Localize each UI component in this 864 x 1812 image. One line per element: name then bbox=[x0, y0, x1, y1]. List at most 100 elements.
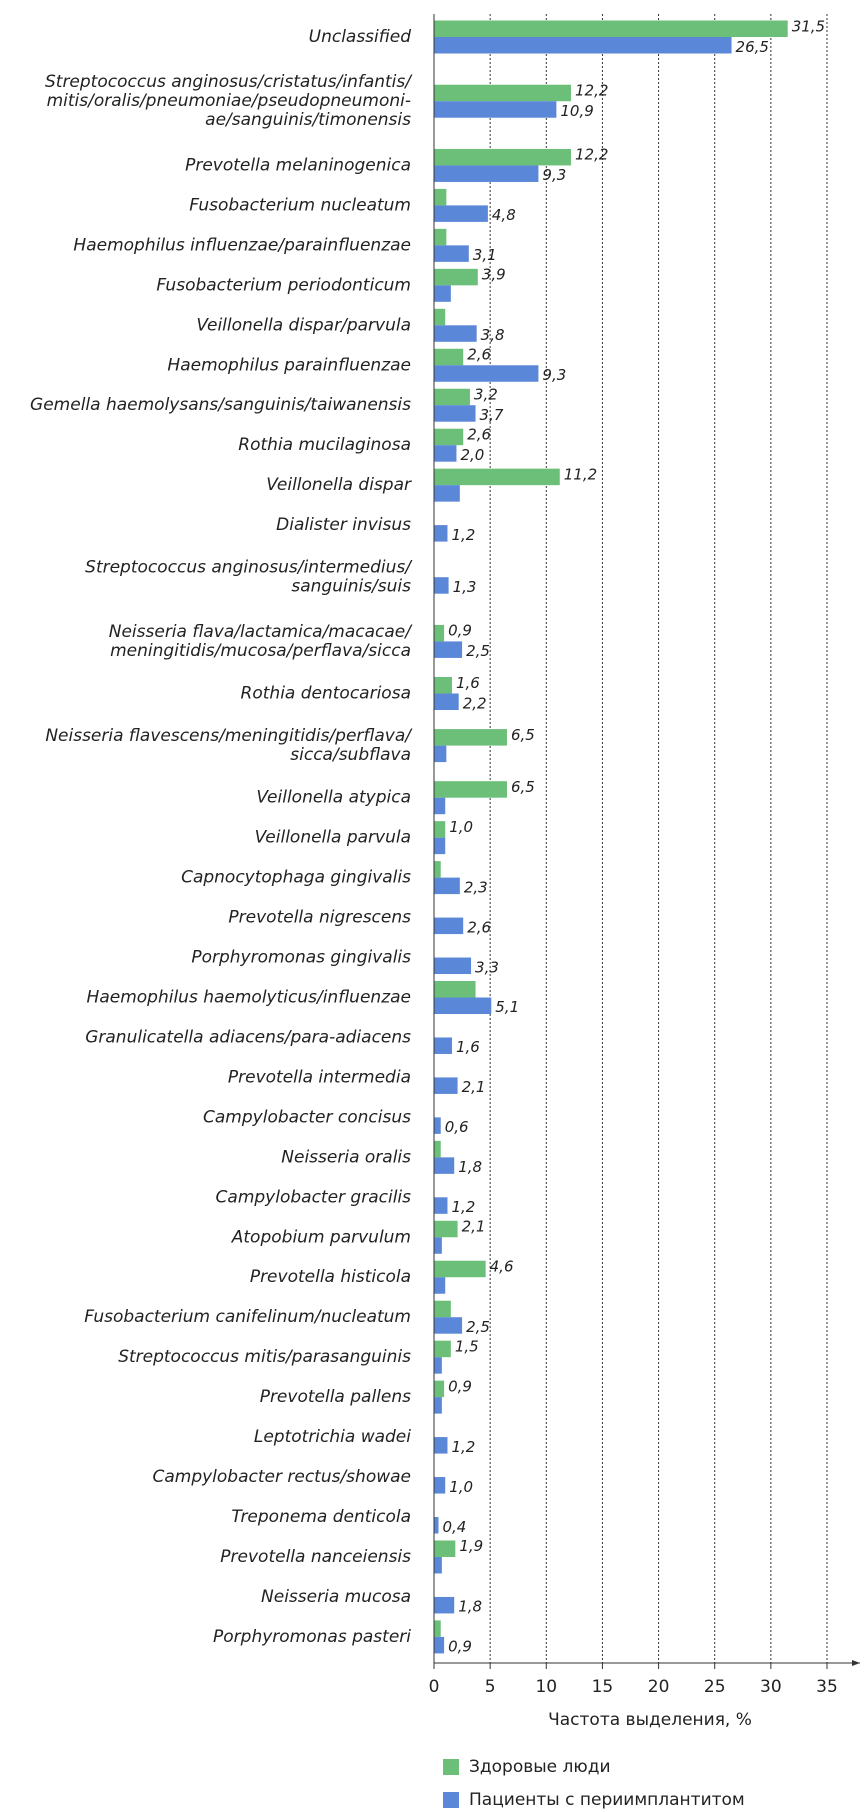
value-label: 3,3 bbox=[475, 958, 499, 976]
bar bbox=[434, 365, 539, 382]
bar bbox=[434, 917, 464, 935]
bar bbox=[434, 693, 459, 711]
category-label: sanguinis/suis bbox=[291, 577, 411, 597]
value-label: 2,1 bbox=[462, 1078, 486, 1096]
category-label: Porphyromonas pasteri bbox=[213, 1627, 411, 1647]
bar bbox=[434, 1340, 451, 1358]
category-label: Prevotella melaninogenica bbox=[185, 155, 411, 175]
bar bbox=[434, 861, 441, 878]
category-label: Campylobacter concisus bbox=[203, 1107, 411, 1127]
value-label: 3,7 bbox=[480, 406, 504, 424]
bar bbox=[434, 405, 476, 422]
bar bbox=[434, 1437, 448, 1454]
bar bbox=[434, 1620, 441, 1637]
bar bbox=[434, 1260, 486, 1278]
value-label: 6,5 bbox=[511, 778, 535, 796]
bar bbox=[434, 1317, 463, 1334]
bar bbox=[434, 148, 571, 166]
bar bbox=[434, 1077, 458, 1094]
bar bbox=[434, 20, 788, 37]
bar bbox=[434, 37, 732, 54]
category-label: meningitidis/mucosa/perflava/sicca bbox=[110, 641, 411, 661]
value-label: 2,1 bbox=[462, 1218, 486, 1236]
value-label: 0,9 bbox=[448, 622, 472, 640]
category-label: Fusobacterium canifelinum/nucleatum bbox=[84, 1307, 411, 1327]
x-tick-label: 25 bbox=[704, 1677, 726, 1697]
bar bbox=[434, 1540, 456, 1557]
bar bbox=[434, 837, 446, 855]
bar bbox=[434, 577, 449, 594]
bar bbox=[434, 308, 446, 326]
bar bbox=[434, 1157, 455, 1174]
x-tick-label: 15 bbox=[592, 1677, 614, 1697]
bar bbox=[434, 165, 539, 182]
value-label: 2,3 bbox=[464, 878, 488, 896]
value-label: 12,2 bbox=[575, 146, 608, 164]
value-label: 1,2 bbox=[451, 526, 475, 544]
category-label: Leptotrichia wadei bbox=[254, 1427, 411, 1447]
value-label: 2,6 bbox=[467, 425, 491, 443]
legend-label: Здоровые люди bbox=[469, 1757, 611, 1777]
category-label: Rothia mucilaginosa bbox=[238, 435, 411, 455]
category-label: Rothia dentocariosa bbox=[241, 684, 411, 704]
bar bbox=[434, 325, 477, 342]
legend-swatch bbox=[443, 1759, 459, 1775]
x-tick-label: 5 bbox=[485, 1677, 496, 1697]
category-label: Fusobacterium nucleatum bbox=[189, 195, 411, 215]
category-label: Prevotella pallens bbox=[260, 1387, 411, 1407]
bar bbox=[434, 957, 472, 975]
bar bbox=[434, 1117, 441, 1134]
bar bbox=[434, 101, 557, 118]
category-label: Streptococcus anginosus/intermedius/ bbox=[85, 558, 413, 578]
category-label: Haemophilus parainfluenzae bbox=[167, 355, 411, 375]
value-label: 0,4 bbox=[442, 1518, 466, 1536]
value-label: 3,8 bbox=[481, 326, 505, 344]
category-label: Granulicatella adiacens/para-adiacens bbox=[85, 1027, 411, 1047]
value-label: 1,0 bbox=[449, 818, 473, 836]
bar bbox=[434, 245, 469, 262]
value-label: 11,2 bbox=[564, 465, 597, 483]
value-label: 0,9 bbox=[448, 1638, 472, 1656]
category-label: Prevotella nigrescens bbox=[228, 908, 411, 928]
category-label: ae/sanguinis/timonensis bbox=[205, 110, 411, 130]
value-label: 1,3 bbox=[453, 578, 477, 596]
value-label: 9,3 bbox=[542, 366, 566, 384]
category-label: Veillonella dispar bbox=[266, 475, 412, 495]
bar bbox=[434, 1277, 446, 1294]
x-tick-label: 10 bbox=[535, 1677, 557, 1697]
bar bbox=[434, 445, 457, 462]
category-label: Capnocytophaga gingivalis bbox=[181, 868, 411, 888]
bar bbox=[434, 641, 463, 658]
bar bbox=[434, 781, 507, 798]
category-label: Neisseria flava/lactamica/macacae/ bbox=[109, 622, 414, 642]
value-label: 1,6 bbox=[456, 674, 480, 692]
bar bbox=[434, 1556, 442, 1574]
bar bbox=[434, 980, 476, 998]
bar bbox=[434, 485, 460, 502]
category-label: Prevotella histicola bbox=[250, 1267, 411, 1287]
value-label: 1,2 bbox=[451, 1198, 475, 1216]
bar bbox=[434, 1517, 439, 1534]
category-label: Veillonella dispar/parvula bbox=[196, 315, 411, 335]
value-label: 2,6 bbox=[467, 918, 491, 936]
category-label: Atopobium parvulum bbox=[231, 1227, 411, 1247]
category-label: Veillonella atypica bbox=[256, 788, 411, 808]
category-label: Streptococcus anginosus/cristatus/infant… bbox=[45, 72, 413, 92]
bar bbox=[434, 997, 492, 1014]
value-label: 4,6 bbox=[490, 1257, 514, 1275]
value-label: 3,2 bbox=[474, 385, 498, 403]
category-label: Treponema denticola bbox=[231, 1507, 411, 1527]
bar bbox=[434, 1037, 452, 1054]
bar bbox=[434, 525, 448, 542]
x-tick-label: 0 bbox=[429, 1677, 440, 1697]
bar bbox=[434, 877, 460, 895]
bar bbox=[434, 285, 451, 302]
axis-arrow bbox=[852, 1660, 860, 1666]
value-label: 1,8 bbox=[458, 1598, 482, 1616]
bar bbox=[434, 677, 452, 694]
value-label: 4,8 bbox=[492, 206, 516, 224]
value-label: 2,5 bbox=[466, 642, 490, 660]
value-label: 1,9 bbox=[459, 1537, 483, 1555]
bar bbox=[434, 1636, 445, 1654]
value-label: 1,2 bbox=[451, 1438, 475, 1456]
